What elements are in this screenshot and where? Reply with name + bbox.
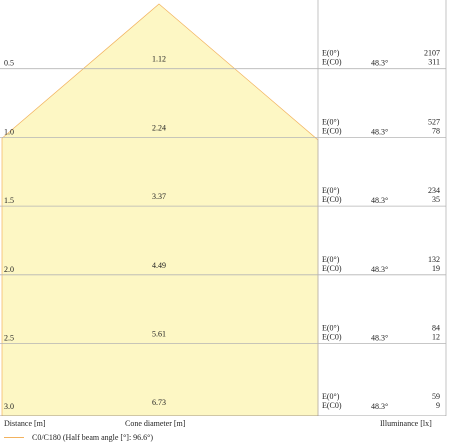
distance-axis-label: Distance [m] (4, 419, 46, 428)
illuminance-axis-label: Illuminance [lx] (380, 419, 432, 428)
ec0-illuminance-value: 9 (436, 401, 440, 410)
distance-value: 2.5 (4, 334, 14, 343)
half-beam-angle-value: 48.3° (371, 334, 388, 343)
e0-label: E(0°) (322, 186, 340, 195)
ec0-illuminance-value: 78 (432, 126, 440, 135)
ec0-illuminance-value: 12 (432, 333, 440, 342)
e0-label: E(0°) (322, 49, 340, 58)
e0-label: E(0°) (322, 255, 340, 264)
half-beam-angle-value: 48.3° (371, 196, 388, 205)
half-beam-angle-value: 48.3° (371, 265, 388, 274)
ec0-label: E(C0) (322, 126, 342, 135)
e0-illuminance-value: 84 (432, 324, 440, 333)
legend-line-swatch (4, 437, 24, 438)
distance-value: 2.0 (4, 265, 14, 274)
grid-lines (0, 0, 447, 416)
e0-illuminance-value: 2107 (424, 49, 440, 58)
ec0-label: E(C0) (322, 264, 342, 273)
cone-diameter-value: 6.73 (152, 398, 166, 407)
cone-diameter-axis-label: Cone diameter [m] (125, 419, 186, 428)
cone-diameter-value: 5.61 (152, 330, 166, 339)
legend: C0/C180 (Half beam angle [°]: 96.6°) (0, 430, 450, 444)
column-headers: Distance [m] Cone diameter [m] Illuminan… (0, 416, 450, 428)
ec0-illuminance-value: 35 (432, 195, 440, 204)
ec0-label: E(C0) (322, 58, 342, 67)
legend-entry: C0/C180 (Half beam angle [°]: 96.6°) (32, 433, 154, 442)
half-beam-angle-value: 48.3° (371, 127, 388, 136)
e0-label: E(0°) (322, 324, 340, 333)
e0-illuminance-value: 132 (428, 255, 440, 264)
ec0-illuminance-value: 19 (432, 264, 440, 273)
distance-value: 1.0 (4, 127, 14, 136)
e0-illuminance-value: 527 (428, 117, 440, 126)
ec0-label: E(C0) (322, 333, 342, 342)
e0-illuminance-value: 59 (432, 392, 440, 401)
e0-label: E(0°) (322, 117, 340, 126)
distance-value: 0.5 (4, 59, 14, 68)
ec0-illuminance-value: 311 (428, 58, 440, 67)
cone-diameter-value: 4.49 (152, 261, 166, 270)
half-beam-angle-value: 48.3° (371, 402, 388, 411)
beam-cone-area (1, 3, 319, 416)
e0-illuminance-value: 234 (428, 186, 440, 195)
ec0-label: E(C0) (322, 401, 342, 410)
e0-label: E(0°) (322, 392, 340, 401)
distance-value: 1.5 (4, 196, 14, 205)
cone-diameter-value: 3.37 (152, 192, 166, 201)
distance-value: 3.0 (4, 402, 14, 411)
cone-diameter-value: 1.12 (152, 55, 166, 64)
ec0-label: E(C0) (322, 195, 342, 204)
half-beam-angle-value: 48.3° (371, 59, 388, 68)
cone-diameter-value: 2.24 (152, 123, 166, 132)
